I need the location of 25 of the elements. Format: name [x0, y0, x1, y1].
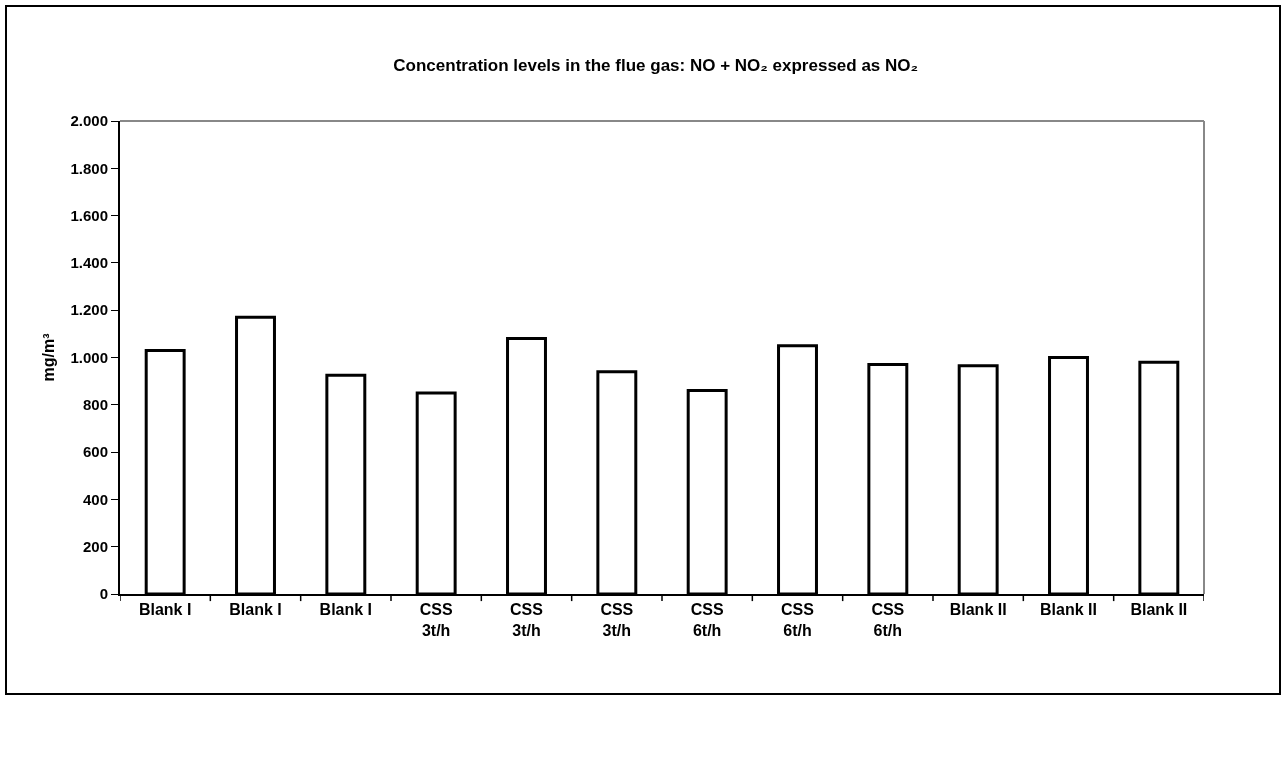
y-tick-label: 1.600: [70, 206, 108, 224]
y-tick-label: 2.000: [70, 112, 108, 130]
x-tick-label: CSS 6t/h: [690, 601, 724, 639]
x-tick-label: Blank I: [229, 601, 282, 619]
x-tick-label: Blank II: [949, 601, 1007, 619]
x-tick-label: CSS 3t/h: [419, 601, 453, 639]
y-tick-label: 200: [82, 537, 108, 555]
x-tick-label: Blank I: [138, 601, 192, 619]
x-tick-label: CSS 6t/h: [871, 601, 905, 639]
y-tick-label: 600: [82, 443, 108, 461]
x-tick-label: CSS 6t/h: [781, 601, 815, 639]
y-tick-label: 1.000: [70, 348, 108, 366]
y-tick-label: 1.200: [70, 301, 108, 319]
x-tick-label: Blank II: [1130, 601, 1188, 619]
x-tick-label: Blank I: [319, 601, 373, 619]
y-axis-title: mg/m³: [39, 333, 57, 382]
y-tick-label: 800: [82, 396, 108, 414]
x-tick-label: CSS 3t/h: [600, 601, 634, 639]
y-tick-label: 0: [99, 585, 108, 603]
y-tick-label: 400: [82, 490, 108, 508]
x-tick-label: Blank II: [1040, 601, 1097, 619]
x-tick-label: CSS 3t/h: [510, 601, 544, 639]
chart-title: Concentration levels in the flue gas: NO + NO₂ expressed as NO₂: [393, 55, 919, 75]
y-tick-label: 1.400: [70, 254, 108, 272]
y-tick-label: 1.800: [70, 159, 108, 177]
